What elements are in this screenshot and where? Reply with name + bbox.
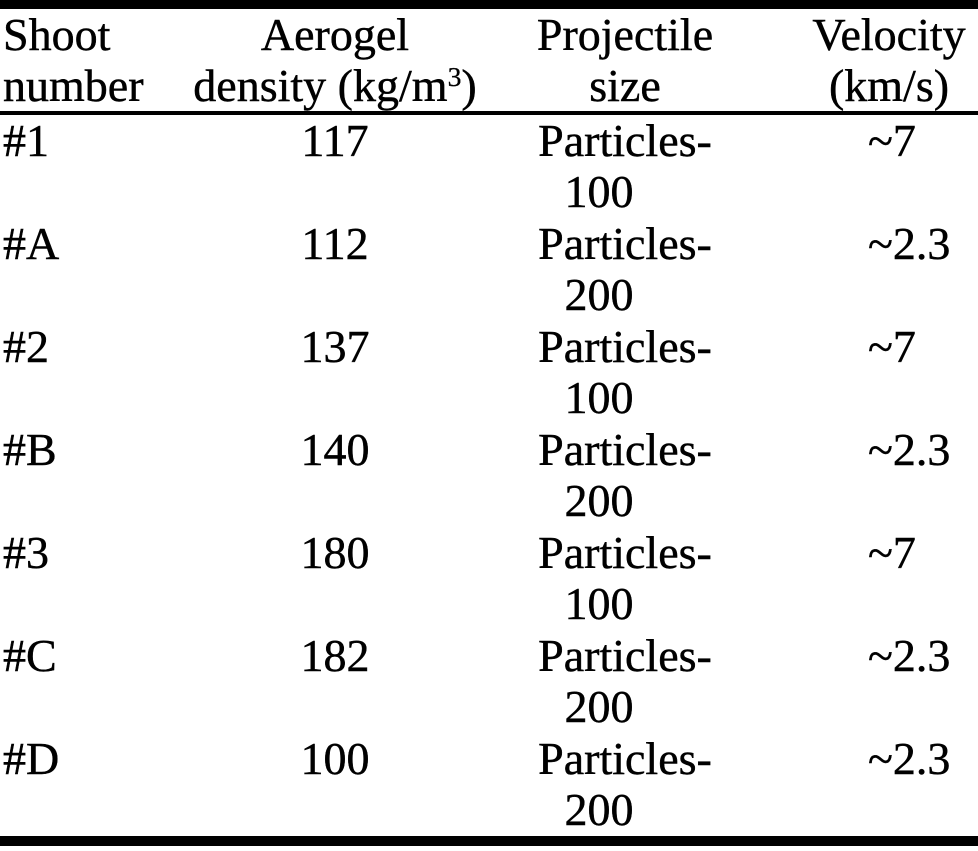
cell-velocity: ~2.3 [868, 424, 951, 475]
projectile-size-line2: 200 [564, 269, 634, 320]
projectile-size-line2: 100 [564, 166, 634, 217]
cell-aerogel-density: 100 [300, 733, 370, 784]
cell-shoot-number: #D [3, 733, 60, 784]
cell-aerogel-density: 182 [300, 630, 370, 681]
header-cell-aerogel-density: Aerogel density (kg/m3) [170, 9, 500, 111]
table-row: #B 140 Particles- 200 ~2.3 [0, 424, 978, 527]
header-density-line2-suffix: ) [461, 60, 477, 111]
projectile-size-line1: Particles- [538, 321, 712, 372]
cell-aerogel-density: 137 [300, 321, 370, 372]
cell-shoot-number: #A [3, 218, 60, 269]
header-projectile-line2: size [589, 60, 661, 111]
projectile-size-line2: 200 [564, 784, 634, 835]
projectile-size-line1: Particles- [538, 424, 712, 475]
table-row: #2 137 Particles- 100 ~7 [0, 321, 978, 424]
header-density-line2: density (kg/m3) [170, 60, 500, 111]
table-row: #C 182 Particles- 200 ~2.3 [0, 630, 978, 733]
header-projectile-line1: Projectile [536, 9, 714, 60]
cell-aerogel-density: 117 [301, 115, 369, 166]
cell-aerogel-density: 180 [300, 527, 370, 578]
cell-projectile-size: Particles- 200 [500, 218, 750, 321]
cell-projectile-size: Particles- 100 [500, 527, 750, 630]
table-bottom-rule [0, 836, 978, 846]
cell-aerogel-density: 140 [300, 424, 370, 475]
cell-shoot-number: #3 [3, 527, 49, 578]
table-body: #1 117 Particles- 100 ~7 #A 112 Particle… [0, 115, 978, 836]
header-shoot-line1: Shoot [3, 9, 111, 60]
cell-projectile-size: Particles- 200 [500, 424, 750, 527]
table-row: #A 112 Particles- 200 ~2.3 [0, 218, 978, 321]
cell-projectile-size: Particles- 200 [500, 630, 750, 733]
cell-velocity: ~2.3 [868, 630, 951, 681]
table-row: #D 100 Particles- 200 ~2.3 [0, 733, 978, 836]
projectile-size-line2: 100 [564, 578, 634, 629]
cell-projectile-size: Particles- 100 [500, 115, 750, 218]
cell-shoot-number: #B [3, 424, 57, 475]
projectile-size-line1: Particles- [538, 527, 712, 578]
header-density-line2-prefix: density (kg/m [193, 60, 448, 111]
header-density-line1: Aerogel [260, 9, 410, 60]
header-cell-projectile-size: Projectile size [500, 9, 750, 111]
cell-projectile-size: Particles- 100 [500, 321, 750, 424]
table-header-separator-rule [0, 111, 978, 115]
cell-velocity: ~7 [868, 321, 916, 372]
cell-velocity: ~7 [868, 115, 916, 166]
header-cell-velocity: Velocity (km/s) [750, 9, 978, 111]
table-row: #1 117 Particles- 100 ~7 [0, 115, 978, 218]
table-row: #3 180 Particles- 100 ~7 [0, 527, 978, 630]
table-top-rule [0, 0, 978, 9]
kg-m3-superscript: 3 [447, 60, 462, 92]
projectile-size-line2: 200 [564, 475, 634, 526]
cell-aerogel-density: 112 [301, 218, 369, 269]
header-shoot-line2: number [3, 60, 144, 111]
cell-shoot-number: #C [3, 630, 57, 681]
table-header-row: Shoot number Aerogel density (kg/m3) Pro… [0, 9, 978, 111]
header-velocity-line1: Velocity [812, 9, 966, 60]
projectile-size-line2: 200 [564, 681, 634, 732]
header-velocity-line2: (km/s) [828, 60, 950, 111]
cell-velocity: ~2.3 [868, 733, 951, 784]
projectile-size-line2: 100 [564, 372, 634, 423]
header-cell-shoot-number: Shoot number [0, 9, 170, 111]
projectile-size-line1: Particles- [538, 218, 712, 269]
cell-shoot-number: #1 [3, 115, 49, 166]
cell-velocity: ~7 [868, 527, 916, 578]
projectile-size-line1: Particles- [538, 115, 712, 166]
projectile-size-line1: Particles- [538, 630, 712, 681]
cell-shoot-number: #2 [3, 321, 49, 372]
cell-projectile-size: Particles- 200 [500, 733, 750, 836]
projectile-size-line1: Particles- [538, 733, 712, 784]
cell-velocity: ~2.3 [868, 218, 951, 269]
